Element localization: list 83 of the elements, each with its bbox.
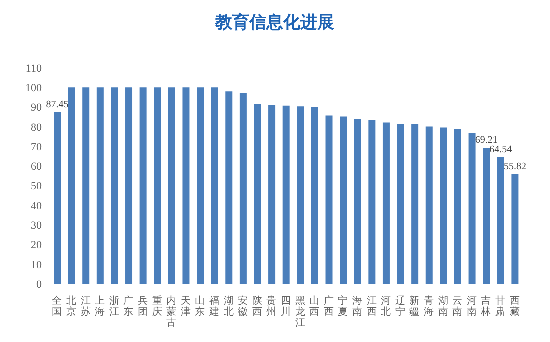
y-tick-label: 40 (31, 200, 42, 212)
x-tick-label: 四川 (281, 296, 291, 318)
bar (126, 88, 133, 284)
y-tick-label: 50 (31, 180, 42, 193)
x-tick-label: 天津 (180, 296, 191, 318)
y-tick-label: 90 (31, 102, 42, 114)
x-tick-label: 安徽 (238, 295, 248, 318)
bar (154, 88, 162, 284)
x-tick-label: 上海 (95, 295, 106, 318)
x-tick-label: 西藏 (510, 296, 520, 318)
x-tick-label: 内蒙古 (166, 295, 177, 329)
x-tick-label: 青海 (424, 295, 434, 318)
bar (197, 88, 204, 284)
x-tick-label: 北京 (66, 295, 76, 318)
x-tick-label: 河北 (381, 295, 392, 318)
y-tick-label: 0 (36, 278, 42, 291)
x-tick-label: 吉林 (480, 295, 492, 318)
bar (182, 88, 190, 284)
x-tick-label: 山东 (195, 295, 206, 318)
bar (483, 148, 490, 284)
bar (226, 92, 233, 284)
x-tick-label: 湖北 (224, 295, 234, 318)
bar (454, 129, 462, 284)
bar (254, 104, 262, 284)
x-tick-label: 山西 (310, 295, 320, 318)
x-tick-label: 全国 (52, 295, 62, 318)
bar (468, 133, 476, 284)
y-tick-label: 110 (26, 62, 42, 75)
x-tick-label: 贵州 (266, 295, 277, 318)
x-tick-label: 重庆 (152, 295, 162, 318)
y-tick-label: 100 (26, 82, 42, 95)
bar (497, 157, 504, 284)
data-label: 69.21 (475, 135, 498, 146)
bar (240, 94, 247, 284)
x-tick-label: 江苏 (80, 295, 91, 318)
bar (68, 88, 76, 284)
bar (326, 116, 333, 284)
x-tick-label: 云南 (452, 296, 463, 318)
x-tick-label: 福建 (208, 295, 220, 318)
bar (311, 107, 318, 284)
bar (140, 88, 147, 284)
y-tick-label: 70 (31, 141, 42, 154)
y-tick-label: 10 (31, 259, 42, 272)
bar (354, 119, 362, 284)
x-tick-label: 江西 (366, 295, 377, 318)
bar (211, 88, 218, 284)
bar (54, 112, 61, 284)
x-tick-label: 海南 (352, 295, 363, 318)
x-tick-label: 广东 (124, 295, 134, 318)
bar (397, 124, 404, 284)
x-tick-label: 新疆 (410, 295, 420, 318)
bar (368, 120, 376, 284)
bar (268, 105, 276, 284)
data-label: 64.54 (490, 144, 512, 156)
x-tick-label: 湖南 (438, 295, 448, 318)
bar (111, 88, 118, 284)
y-tick-label: 80 (31, 122, 42, 134)
x-tick-label: 黑龙江 (295, 296, 306, 329)
chart-title: 教育信息化进展 (214, 12, 336, 35)
data-label: 55.82 (504, 161, 526, 172)
bar (440, 128, 448, 284)
x-tick-label: 辽宁 (395, 295, 406, 318)
bar (426, 126, 433, 284)
x-tick-label: 广西 (324, 295, 334, 318)
bar (340, 116, 348, 284)
x-tick-label: 甘肃 (496, 295, 506, 318)
x-tick-label: 河南 (466, 295, 477, 318)
x-tick-label: 宁夏 (338, 295, 348, 318)
bar (512, 174, 519, 284)
y-tick-label: 60 (31, 161, 42, 174)
y-tick-label: 30 (31, 220, 42, 232)
x-tick-label: 陕西 (252, 295, 262, 318)
bar (82, 88, 90, 284)
x-tick-label: 兵团 (138, 295, 148, 318)
bar (382, 122, 390, 284)
y-tick-label: 20 (31, 240, 42, 252)
data-label: 87.45 (46, 99, 69, 110)
bar (168, 88, 176, 284)
bar (297, 106, 304, 284)
bar (96, 88, 104, 284)
bar (412, 124, 419, 284)
x-tick-label: 浙江 (109, 295, 120, 318)
bar (282, 106, 290, 284)
